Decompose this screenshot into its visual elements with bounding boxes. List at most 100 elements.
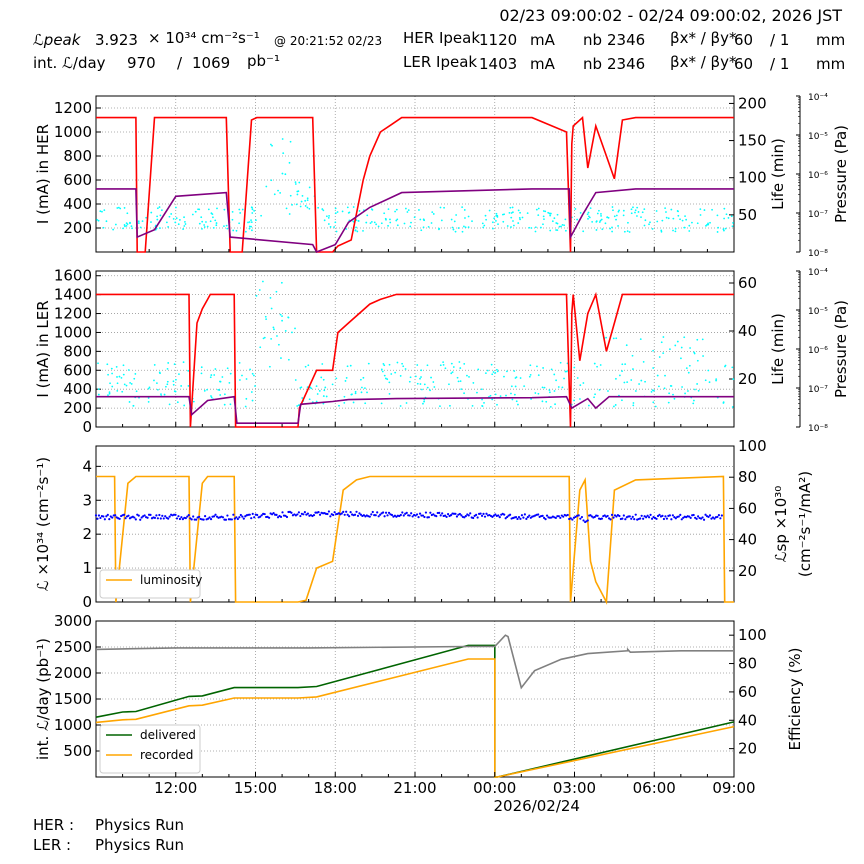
pressure-point [511,206,514,209]
pressure-point [464,226,467,229]
pressure-point [334,221,337,224]
pressure-point [625,344,628,347]
pressure-tick-label: 10⁻⁵ [808,307,828,317]
pressure-point [245,378,248,380]
pressure-point [223,225,225,228]
pressure-point [423,400,426,403]
pressure-point [357,219,360,222]
pressure-point [137,222,140,224]
pressure-point [133,377,136,380]
specific-luminosity-point [346,513,349,516]
pressure-point [97,219,100,222]
y-tick-label: 2500 [54,638,92,656]
pressure-point [219,394,222,396]
pressure-tick-label: 10⁻⁵ [808,132,828,142]
pressure-point [103,209,106,212]
pressure-point [209,220,212,223]
pressure-point [510,385,513,388]
pressure-point [212,226,215,229]
pressure-point [380,368,383,371]
pressure-point [336,211,339,213]
pressure-point [419,218,422,221]
ler-nb-value: 2346 [607,55,646,73]
pressure-point [503,213,506,216]
specific-luminosity-point [386,514,389,517]
pressure-point [681,219,684,222]
specific-luminosity-point [589,514,592,517]
pressure-point [281,172,284,175]
specific-luminosity-point [665,517,669,520]
pressure-point [724,365,726,368]
pressure-point [674,344,677,347]
pressure-point [485,218,488,221]
pressure-scatter-points [96,138,734,233]
specific-luminosity-point [622,514,625,517]
pressure-point [120,376,123,379]
specific-luminosity-point [408,514,411,517]
pressure-point [370,208,373,211]
pressure-point [419,383,422,385]
pressure-point [727,217,730,219]
pressure-point [452,228,455,231]
specific-luminosity-point [99,516,102,520]
pressure-point [512,220,514,222]
x-tick-label: 03:00 [553,779,596,797]
pressure-point [306,206,309,209]
specific-luminosity-point [544,518,547,521]
pressure-point [410,221,412,224]
y2-tick-label: 100 [738,169,767,187]
her-ipeak-value: 1120 [479,31,518,49]
lpeak-label: ℒpeak [33,31,81,49]
pressure-point [453,220,456,223]
pressure-point [166,380,169,383]
pressure-point [358,210,361,212]
specific-luminosity-point [449,514,453,517]
pressure-axis-label: Pressure (Pa) [832,300,850,398]
pressure-point [454,230,457,233]
specific-luminosity-point [545,514,549,517]
pressure-point [317,206,320,209]
pressure-point [513,393,516,396]
specific-luminosity-point [230,518,233,521]
pressure-point [422,226,425,229]
specific-luminosity-point [333,511,336,514]
specific-luminosity-point [469,512,472,515]
specific-luminosity-point [383,515,386,518]
pressure-point [497,223,499,226]
x-tick-label: 21:00 [393,779,436,797]
pressure-point [359,378,362,381]
specific-luminosity-point [186,515,189,518]
pressure-point [289,140,292,143]
y2-tick-label: 20 [738,370,757,388]
pressure-point [334,207,337,210]
pressure-point [632,206,634,209]
specific-luminosity-point [688,515,691,518]
specific-luminosity-point [379,513,382,516]
pressure-point [366,214,369,217]
pressure-point [588,404,590,407]
specific-luminosity-point [212,515,216,518]
pressure-point [295,203,298,206]
specific-luminosity-point [156,517,159,520]
pressure-point [244,405,247,408]
pressure-point [107,373,109,376]
pressure-point [509,206,512,209]
specific-luminosity-point [542,516,546,519]
pressure-point [308,398,311,401]
specific-luminosity-point [411,515,414,518]
pressure-point [536,365,538,368]
specific-luminosity-point [187,514,190,517]
pressure-point [550,368,553,371]
pressure-point [296,193,299,196]
specific-luminosity-point [410,512,413,515]
specific-luminosity-point [111,516,114,519]
y-tick-label: 500 [63,742,92,760]
specific-luminosity-point [593,515,596,519]
specific-luminosity-point [279,515,283,518]
pressure-point [440,219,443,222]
specific-luminosity-point [143,514,146,517]
pressure-point [621,399,623,402]
specific-luminosity-point [640,514,643,517]
pressure-point [491,398,494,401]
specific-luminosity-point [203,515,207,518]
